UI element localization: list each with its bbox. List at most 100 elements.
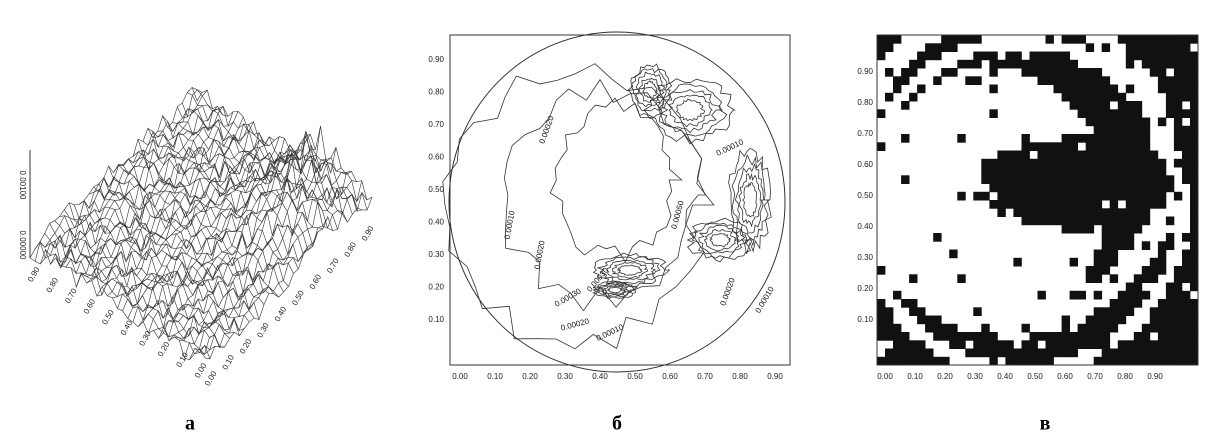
pixel [1102,250,1110,259]
pixel [1166,316,1174,325]
pixel [1022,208,1030,217]
y-tick-label: 0.40 [857,222,873,231]
panel-label: а [185,413,195,435]
pixel [1126,192,1134,201]
pixel [1174,349,1182,358]
pixel [1182,357,1190,366]
pixel [1070,200,1078,209]
pixel [949,332,957,341]
pixel [1094,340,1102,349]
pixel [1046,208,1054,217]
pixel [1150,175,1158,184]
pixel [1134,283,1142,292]
pixel [1190,68,1198,77]
pixel [1190,167,1198,176]
pixel [933,52,941,61]
pixel [1038,175,1046,184]
pixel [885,349,893,358]
pixel [1126,85,1134,94]
pixel [1182,299,1190,308]
pixel [1158,175,1166,184]
pixel [1118,93,1126,102]
pixel [1005,159,1013,168]
pixel [1086,43,1094,52]
y-tick-label: 0.80 [428,88,444,97]
z-tick-label: 0.00100 [18,171,27,200]
pixel [1118,192,1126,201]
x-tick-label: 0.30 [967,372,983,381]
pixel [941,332,949,341]
pixel [1094,175,1102,184]
pixel [997,184,1005,193]
pixel [1022,184,1030,193]
pixel [989,200,997,209]
pixel [1150,307,1158,316]
pixel [1174,101,1182,110]
pixel [1005,200,1013,209]
pixel [1118,109,1126,118]
pixel [1166,340,1174,349]
pixel [1102,175,1110,184]
pixel [1078,192,1086,201]
y-tick-label: 0.40 [273,305,289,323]
contour-label: 0.00010 [503,209,517,240]
pixel [1126,60,1134,69]
mesh-line [200,193,367,350]
x-tick-label: 0.20 [156,340,172,358]
pixel [949,68,957,77]
pixel [1166,93,1174,102]
pixel [1126,225,1134,234]
pixel [1062,76,1070,85]
pixel [1158,159,1166,168]
pixel [1134,299,1142,308]
pixel [1038,151,1046,160]
pixel [941,357,949,366]
pixel [1190,340,1198,349]
pixel [1102,184,1110,193]
pixel [1190,109,1198,118]
pixel [1182,258,1190,267]
pixel [1134,200,1142,209]
pixel [1054,85,1062,94]
pixel [1182,291,1190,300]
pixel [1126,299,1134,308]
pixel [1030,167,1038,176]
pixel [989,357,997,366]
pixel [997,175,1005,184]
pixel [1158,85,1166,94]
pixel [1126,357,1134,366]
pixel [1182,126,1190,135]
pixel [1013,175,1021,184]
x-tick-label: 0.20 [522,372,538,381]
pixel [1126,35,1134,44]
pixel [909,60,917,69]
contour-line [644,79,734,144]
pixel [1110,307,1118,316]
pixel [1190,134,1198,143]
pixel [1182,68,1190,77]
pixel [1150,60,1158,69]
pixel [1142,349,1150,358]
pixel [1094,85,1102,94]
pixel [949,35,957,44]
pixel [1190,266,1198,275]
pixel [1190,332,1198,341]
pixel [1030,357,1038,366]
x-tick-label: 0.70 [697,372,713,381]
pixel [1046,159,1054,168]
pixel [1166,35,1174,44]
y-tick-label: 0.90 [360,224,376,242]
pixel [1102,357,1110,366]
y-tick-label: 0.30 [857,253,873,262]
pixel [1174,142,1182,151]
pixel [1070,332,1078,341]
pixel [1038,192,1046,201]
pixel [1174,316,1182,325]
pixel [1158,167,1166,176]
pixel [1102,241,1110,250]
pixel [1102,332,1110,341]
x-tick-label: 0.50 [627,372,643,381]
pixel [1118,142,1126,151]
x-tick-label: 0.90 [26,265,42,283]
pixel [989,332,997,341]
